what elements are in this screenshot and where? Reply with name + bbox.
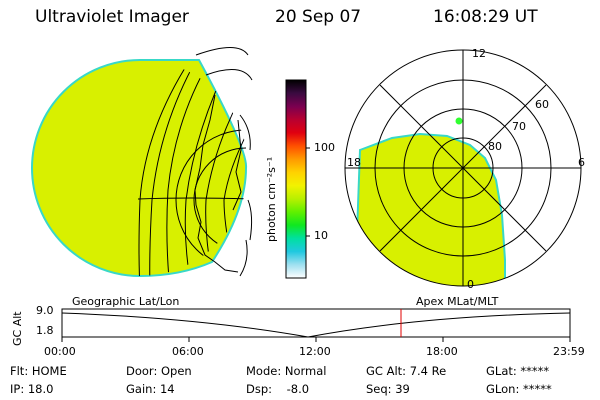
altitude-ylabel: GC Alt [11,311,24,346]
status-seq: Seq: 39 [366,382,410,396]
status-flt: Flt: HOME [10,364,67,378]
altitude-plot [61,308,571,342]
altitude-curve [61,312,571,338]
altitude-xtick-1200: 12:00 [299,345,331,358]
status-door: Door: Open [126,364,192,378]
altitude-ytick-9: 9.0 [36,304,54,317]
status-glon: GLon: ***** [486,382,552,396]
colorbar [285,79,310,279]
lat-label-60: 60 [535,98,549,111]
aurora-spot [455,117,463,125]
status-mode: Mode: Normal [246,364,327,378]
altitude-xtick-0000: 00:00 [44,345,76,358]
geo-aurora-disk [31,59,248,278]
colorbar-strip [285,79,307,279]
mlt-label-12: 12 [472,47,486,60]
instrument-title: Ultraviolet Imager [35,7,189,27]
mlt-label-18: 18 [347,156,361,169]
polar-plot-label: Apex MLat/MLT [416,295,499,308]
status-gain: Gain: 14 [126,382,175,396]
altitude-xtick-1800: 18:00 [426,345,458,358]
altitude-frame [61,308,571,338]
lat-label-80: 80 [488,140,502,153]
colorbar-unit-label: photon cm⁻²s⁻¹ [265,156,278,242]
status-gc-alt: GC Alt: 7.4 Re [366,364,447,378]
status-ip: IP: 18.0 [10,382,54,396]
coastline [194,94,239,273]
status-dsp: Dsp: -8.0 [246,382,310,396]
mlt-label-6: 6 [578,156,585,169]
altitude-xtick-2359: 23:59 [553,345,585,358]
status-glat: GLat: ***** [486,364,550,378]
geo-map-panel [31,47,253,278]
geo-limb-arcs [195,47,253,277]
polar-spokes [345,50,581,286]
geo-map-label: Geographic Lat/Lon [72,295,180,308]
altitude-ytick-1: 1.8 [36,324,54,337]
time-label: 16:08:29 UT [433,7,538,27]
lat-label-70: 70 [512,120,526,133]
polar-aurora-region [353,132,506,286]
colorbar-tick-10: 10 [314,229,328,242]
polar-plot [344,49,582,287]
colorbar-tick-100: 100 [314,141,335,154]
date-label: 20 Sep 07 [275,7,362,27]
altitude-xtick-0600: 06:00 [172,345,204,358]
coastline-east [232,119,242,211]
altitude-x-ticks [61,337,571,342]
mlt-label-0: 0 [467,278,474,291]
